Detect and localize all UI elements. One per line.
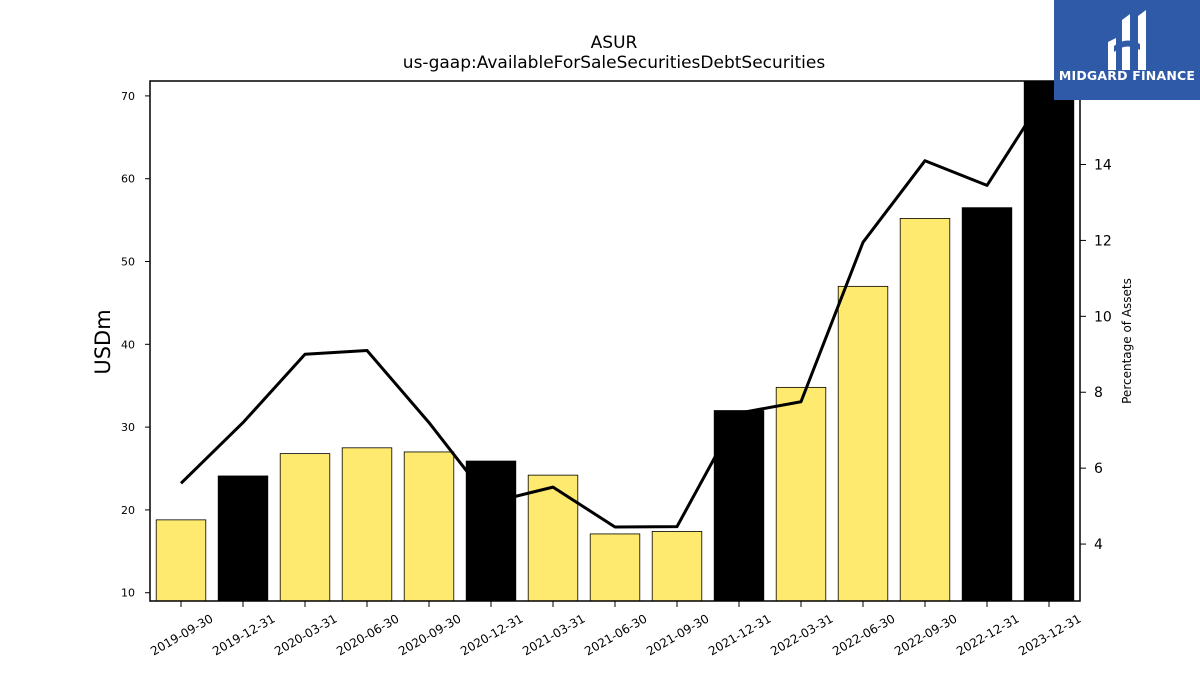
y-tick-label: 20 bbox=[121, 504, 135, 517]
bar-2020-03-31 bbox=[279, 453, 331, 602]
x-tick-label: 2022-06-30 bbox=[830, 611, 897, 658]
y2-tick-label: 10 bbox=[1094, 309, 1112, 325]
x-tick-label: 2020-06-30 bbox=[334, 611, 401, 658]
bar-2020-09-30 bbox=[403, 451, 455, 602]
y2-tick-label: 14 bbox=[1094, 158, 1112, 174]
bar-2021-09-30 bbox=[651, 531, 703, 602]
percentage-of-assets-line bbox=[179, 87, 1051, 529]
y2-tick-label: 12 bbox=[1094, 233, 1112, 249]
chart-subtitle: us-gaap:AvailableForSaleSecuritiesDebtSe… bbox=[403, 53, 826, 73]
bar-2023-12-31 bbox=[1023, 80, 1075, 602]
x-tick-label: 2019-12-31 bbox=[210, 611, 277, 658]
x-tick-label: 2019-09-30 bbox=[148, 611, 215, 658]
bar-2019-09-30 bbox=[155, 519, 207, 602]
y2-tick-label: 4 bbox=[1094, 537, 1103, 553]
logo-text: MIDGARD FINANCE bbox=[1058, 68, 1196, 83]
chart-title: ASUR bbox=[591, 33, 638, 53]
x-tick-label: 2022-12-31 bbox=[954, 611, 1021, 658]
bar-2021-12-31 bbox=[713, 410, 765, 602]
x-tick-label: 2021-06-30 bbox=[582, 611, 649, 658]
bar-2022-03-31 bbox=[775, 386, 827, 602]
logo-mark-icon bbox=[1108, 10, 1146, 70]
bar-2020-12-31 bbox=[465, 460, 517, 602]
bar-2022-09-30 bbox=[899, 218, 951, 602]
y2-tick-label: 8 bbox=[1094, 385, 1103, 401]
y-tick-label: 50 bbox=[121, 256, 135, 269]
y-tick-label: 10 bbox=[121, 587, 135, 600]
x-tick-label: 2022-09-30 bbox=[892, 611, 959, 658]
x-tick-label: 2020-09-30 bbox=[396, 611, 463, 658]
y-tick-label: 30 bbox=[121, 421, 135, 434]
x-tick-label: 2021-09-30 bbox=[644, 611, 711, 658]
bar-2022-06-30 bbox=[837, 285, 889, 602]
midgard-finance-logo: MIDGARD FINANCE bbox=[1054, 0, 1200, 100]
bar-2022-12-31 bbox=[961, 207, 1013, 602]
bar-2021-03-31 bbox=[527, 474, 579, 602]
y-tick-label: 70 bbox=[121, 90, 135, 103]
y-axis-label: USDm bbox=[91, 309, 115, 374]
y-tick-label: 60 bbox=[121, 173, 135, 186]
x-tick-label: 2020-12-31 bbox=[458, 611, 525, 658]
bar-2021-06-30 bbox=[589, 533, 641, 602]
y2-axis-label: Percentage of Assets bbox=[1120, 278, 1134, 404]
y2-tick-label: 6 bbox=[1094, 461, 1103, 477]
x-tick-label: 2021-03-31 bbox=[520, 611, 587, 658]
bar-2019-12-31 bbox=[217, 475, 269, 602]
y-tick-label: 40 bbox=[121, 338, 135, 351]
bar-2020-06-30 bbox=[341, 447, 393, 602]
x-tick-label: 2022-03-31 bbox=[768, 611, 835, 658]
x-tick-label: 2023-12-31 bbox=[1016, 611, 1083, 658]
x-tick-label: 2021-12-31 bbox=[706, 611, 773, 658]
x-tick-label: 2020-03-31 bbox=[272, 611, 339, 658]
